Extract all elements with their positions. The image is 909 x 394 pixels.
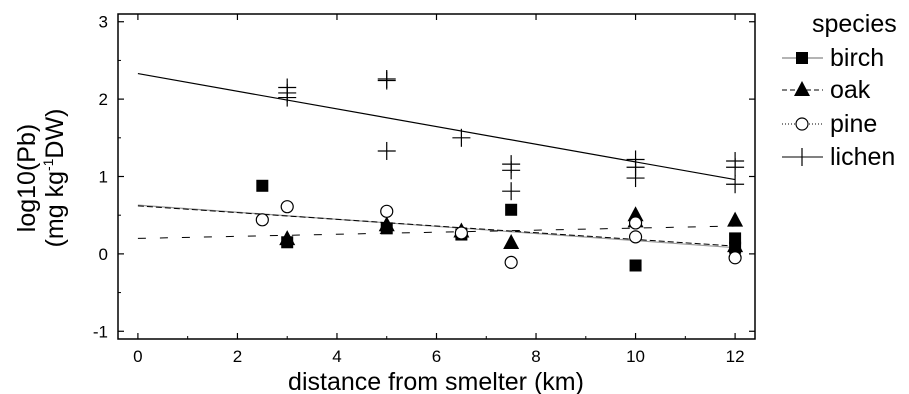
- legend-marker-pine: [796, 118, 808, 130]
- fit-lines: [138, 74, 735, 248]
- pine-point: [455, 227, 467, 239]
- lichen-point: [378, 142, 396, 160]
- y-axis-label: log10(Pb) (mg kg-1DW): [13, 109, 69, 248]
- y-axis-label-sup: -1: [40, 158, 56, 171]
- y-tick-label: 1: [99, 168, 108, 187]
- pine-point: [505, 256, 517, 268]
- legend-entry-lichen: lichen: [782, 143, 895, 171]
- birch-point: [256, 180, 268, 192]
- legend-entry-oak: oak: [782, 76, 871, 104]
- pine-point: [630, 231, 642, 243]
- x-tick-label: 6: [432, 347, 441, 366]
- y-axis-label-prefix: (mg kg: [41, 171, 69, 247]
- lichen-point: [278, 89, 296, 107]
- pine-point: [381, 205, 393, 217]
- birch-point: [505, 204, 517, 216]
- pine-point: [729, 252, 741, 264]
- legend-entry-birch: birch: [782, 44, 884, 72]
- y-tick-label: -1: [93, 322, 108, 341]
- legend-title: species: [812, 10, 897, 38]
- x-tick-label: 12: [726, 347, 745, 366]
- legend-marker-oak: [794, 81, 810, 96]
- oak-point: [503, 234, 519, 249]
- y-axis-label-line1: log10(Pb): [13, 124, 41, 232]
- legend-label-birch: birch: [830, 44, 884, 72]
- x-axis-label: distance from smelter (km): [288, 368, 584, 394]
- x-tick-label: 10: [626, 347, 645, 366]
- legend-entry-pine: pine: [782, 110, 877, 138]
- legend-label-oak: oak: [830, 76, 871, 104]
- data-points: [256, 70, 744, 271]
- lichen-point: [452, 129, 470, 147]
- axis-ticks: [118, 14, 755, 339]
- x-tick-label: 2: [233, 347, 242, 366]
- y-tick-label: 3: [99, 13, 108, 32]
- y-tick-label: 2: [99, 90, 108, 109]
- x-tick-label: 4: [332, 347, 341, 366]
- lichen-point: [627, 169, 645, 187]
- pine-point: [256, 214, 268, 226]
- lichen-point: [378, 72, 396, 90]
- fit-line-pine: [138, 226, 735, 238]
- legend-marker-birch: [796, 52, 808, 64]
- pine-point: [630, 217, 642, 229]
- x-tick-label: 0: [133, 347, 142, 366]
- birch-point: [630, 259, 642, 271]
- y-axis-label-suffix: DW): [41, 109, 69, 159]
- lichen-point: [502, 182, 520, 200]
- legend-label-lichen: lichen: [830, 143, 895, 171]
- pine-point: [281, 201, 293, 213]
- legend: species birch oak pine lichen: [782, 10, 897, 171]
- legend-label-pine: pine: [830, 110, 877, 138]
- y-tick-label: 0: [99, 245, 108, 264]
- plot-frame: [118, 14, 755, 339]
- oak-point: [727, 212, 743, 227]
- x-tick-label: 8: [531, 347, 540, 366]
- fit-line-lichen: [138, 74, 735, 180]
- y-axis-label-line2: (mg kg-1DW): [40, 109, 69, 248]
